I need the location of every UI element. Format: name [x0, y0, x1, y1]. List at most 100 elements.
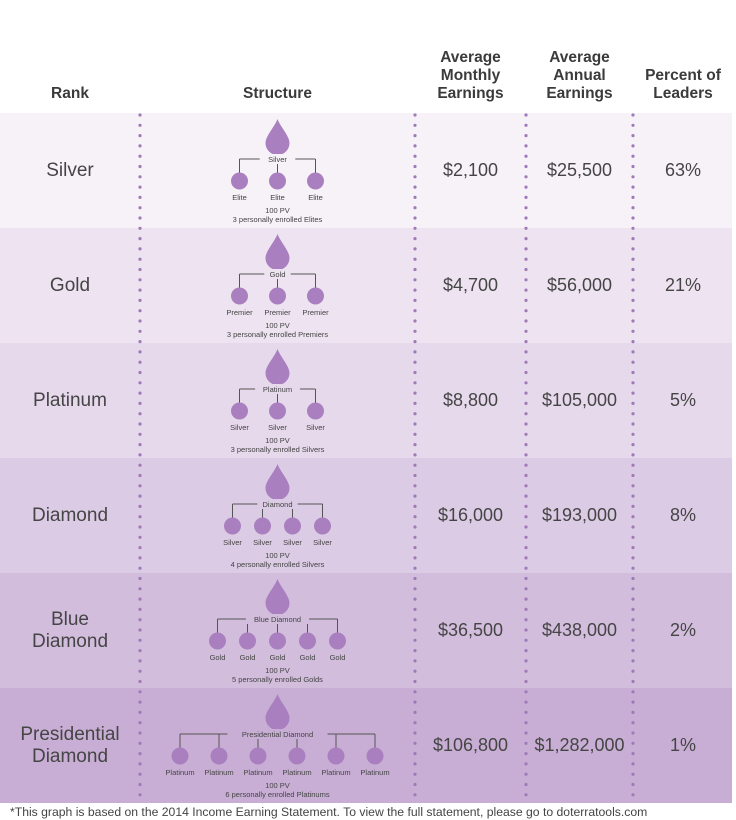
child-node-label: Elite [232, 193, 247, 202]
child-node-label: Gold [270, 653, 286, 662]
child-node-icon [284, 517, 301, 535]
child-node-label: Silver [283, 538, 302, 547]
child-node-label: Silver [223, 538, 242, 547]
column-divider [524, 113, 528, 800]
child-node-label: Silver [230, 423, 249, 432]
column-divider [413, 113, 417, 800]
child-node-label: Premier [226, 308, 253, 317]
child-node-icon [209, 632, 226, 650]
pv-requirement: 100 PV [265, 781, 290, 790]
child-node-icon [269, 632, 286, 650]
header-monthly: Average Monthly Earnings [437, 49, 504, 102]
child-node-label: Silver [306, 423, 325, 432]
child-node-icon [224, 517, 241, 535]
child-node-label: Premier [302, 308, 329, 317]
center-rank-label: Platinum [263, 385, 292, 394]
child-node-label: Gold [330, 653, 346, 662]
pv-requirement: 100 PV [265, 206, 290, 215]
header-annual: Average Annual Earnings [546, 49, 613, 102]
monthly-earnings: $36,500 [437, 620, 504, 640]
center-rank-label: Diamond [262, 500, 292, 509]
center-label-bg [255, 384, 300, 394]
drop-icon [265, 349, 290, 385]
child-node-icon [231, 402, 248, 420]
enrollment-requirement: 5 personally enrolled Golds [232, 675, 323, 684]
enrollment-requirement: 4 personally enrolled Silvers [231, 560, 325, 569]
child-node-icon [231, 287, 248, 305]
structure-svg: Silver Elite Elite Elite 100 PV3 personally … [231, 119, 324, 224]
monthly-earnings: $16,000 [437, 505, 504, 525]
center-label-bg [264, 269, 291, 279]
child-node-icon [249, 747, 267, 765]
structure-svg: Platinum Silver Silver Silver 100 PV3 person… [230, 349, 325, 454]
column-divider [138, 113, 142, 800]
percent-of-leaders: 2% [669, 620, 696, 640]
monthly-earnings: $106,800 [432, 735, 509, 755]
structure-svg: Presidential Diamond Platinum Platinum Plat… [165, 694, 390, 799]
structure-diagram: Silver Elite Elite Elite 100 PV 3 personally … [140, 113, 415, 228]
child-node-icon [288, 747, 306, 765]
table-row: Silver $2,100 $25,500 63% Silver Elite Elite El… [0, 113, 732, 228]
monthly-earnings: $8,800 [442, 390, 499, 410]
center-rank-label: Blue Diamond [254, 615, 301, 624]
rank-label: Gold [49, 274, 91, 296]
enrollment-requirement: 6 personally enrolled Platinums [225, 790, 329, 799]
child-node-icon [307, 172, 324, 190]
child-node-icon [314, 517, 331, 535]
child-node-label: Silver [268, 423, 287, 432]
child-node-label: Platinum [204, 768, 233, 777]
rank-label: Diamond [31, 504, 109, 526]
child-node-icon [269, 287, 286, 305]
enrollment-requirement: 3 personally enrolled Premiers [227, 330, 329, 339]
percent-of-leaders: 5% [669, 390, 696, 410]
annual-earnings: $105,000 [541, 390, 618, 410]
child-node-icon [210, 747, 228, 765]
annual-earnings: $193,000 [541, 505, 618, 525]
center-rank-label: Gold [270, 270, 286, 279]
table-row: Blue Diamond $36,500 $438,000 2% Blue Diamon… [0, 573, 732, 688]
child-node-label: Gold [210, 653, 226, 662]
monthly-earnings: $4,700 [442, 275, 499, 295]
child-node-label: Premier [264, 308, 291, 317]
center-rank-label: Silver [268, 155, 287, 164]
center-label-bg [227, 729, 328, 739]
child-node-icon [231, 172, 248, 190]
rank-label: Platinum [33, 389, 107, 411]
child-node-label: Platinum [243, 768, 272, 777]
child-node-label: Gold [240, 653, 256, 662]
footnote: *This graph is based on the 2014 Income … [10, 805, 648, 819]
structure-diagram: Presidential Diamond Platinum Platinum Plat… [140, 688, 415, 803]
monthly-earnings: $2,100 [442, 160, 499, 180]
structure-svg: Gold Premier Premier Premier 100 PV3 persona… [226, 234, 329, 339]
rank-label: Blue Diamond [31, 608, 109, 652]
center-rank-label: Presidential Diamond [242, 730, 313, 739]
structure-svg: Diamond Silver Silver Silver Silver 100 PV4 p… [223, 464, 332, 569]
child-node-icon [307, 402, 324, 420]
child-node-icon [239, 632, 256, 650]
child-node-label: Platinum [321, 768, 350, 777]
center-label-bg [245, 614, 310, 624]
table-row: Gold $4,700 $56,000 21% Gold Premier Premier Pr… [0, 228, 732, 343]
child-node-icon [307, 287, 324, 305]
drop-icon [265, 579, 290, 615]
structure-diagram: Blue Diamond Gold Gold Gold Gold Gold 100 PV 5 … [140, 573, 415, 688]
center-label-bg [259, 154, 296, 164]
structure-diagram: Gold Premier Premier Premier 100 PV 3 persona… [140, 228, 415, 343]
child-node-label: Silver [313, 538, 332, 547]
child-node-icon [329, 632, 346, 650]
pv-requirement: 100 PV [265, 436, 290, 445]
structure-svg: Blue Diamond Gold Gold Gold Gold Gold 100 PV5 … [209, 579, 346, 684]
annual-earnings: $25,500 [546, 160, 613, 180]
rank-label: Silver [46, 159, 94, 181]
structure-diagram: Diamond Silver Silver Silver Silver 100 PV 4 p… [140, 458, 415, 573]
header-percent: Percent of Leaders [645, 67, 721, 102]
child-node-icon [171, 747, 189, 765]
table-row: Presidential Diamond $106,800 $1,282,000 1%… [0, 688, 732, 803]
drop-icon [265, 694, 290, 730]
header-structure: Structure [243, 85, 312, 102]
table-row: Diamond $16,000 $193,000 8% Diamond Silver Sil… [0, 458, 732, 573]
pv-requirement: 100 PV [265, 321, 290, 330]
child-node-label: Platinum [165, 768, 194, 777]
table-row: Platinum $8,800 $105,000 5% Platinum Silver Si… [0, 343, 732, 458]
drop-icon [265, 119, 290, 155]
